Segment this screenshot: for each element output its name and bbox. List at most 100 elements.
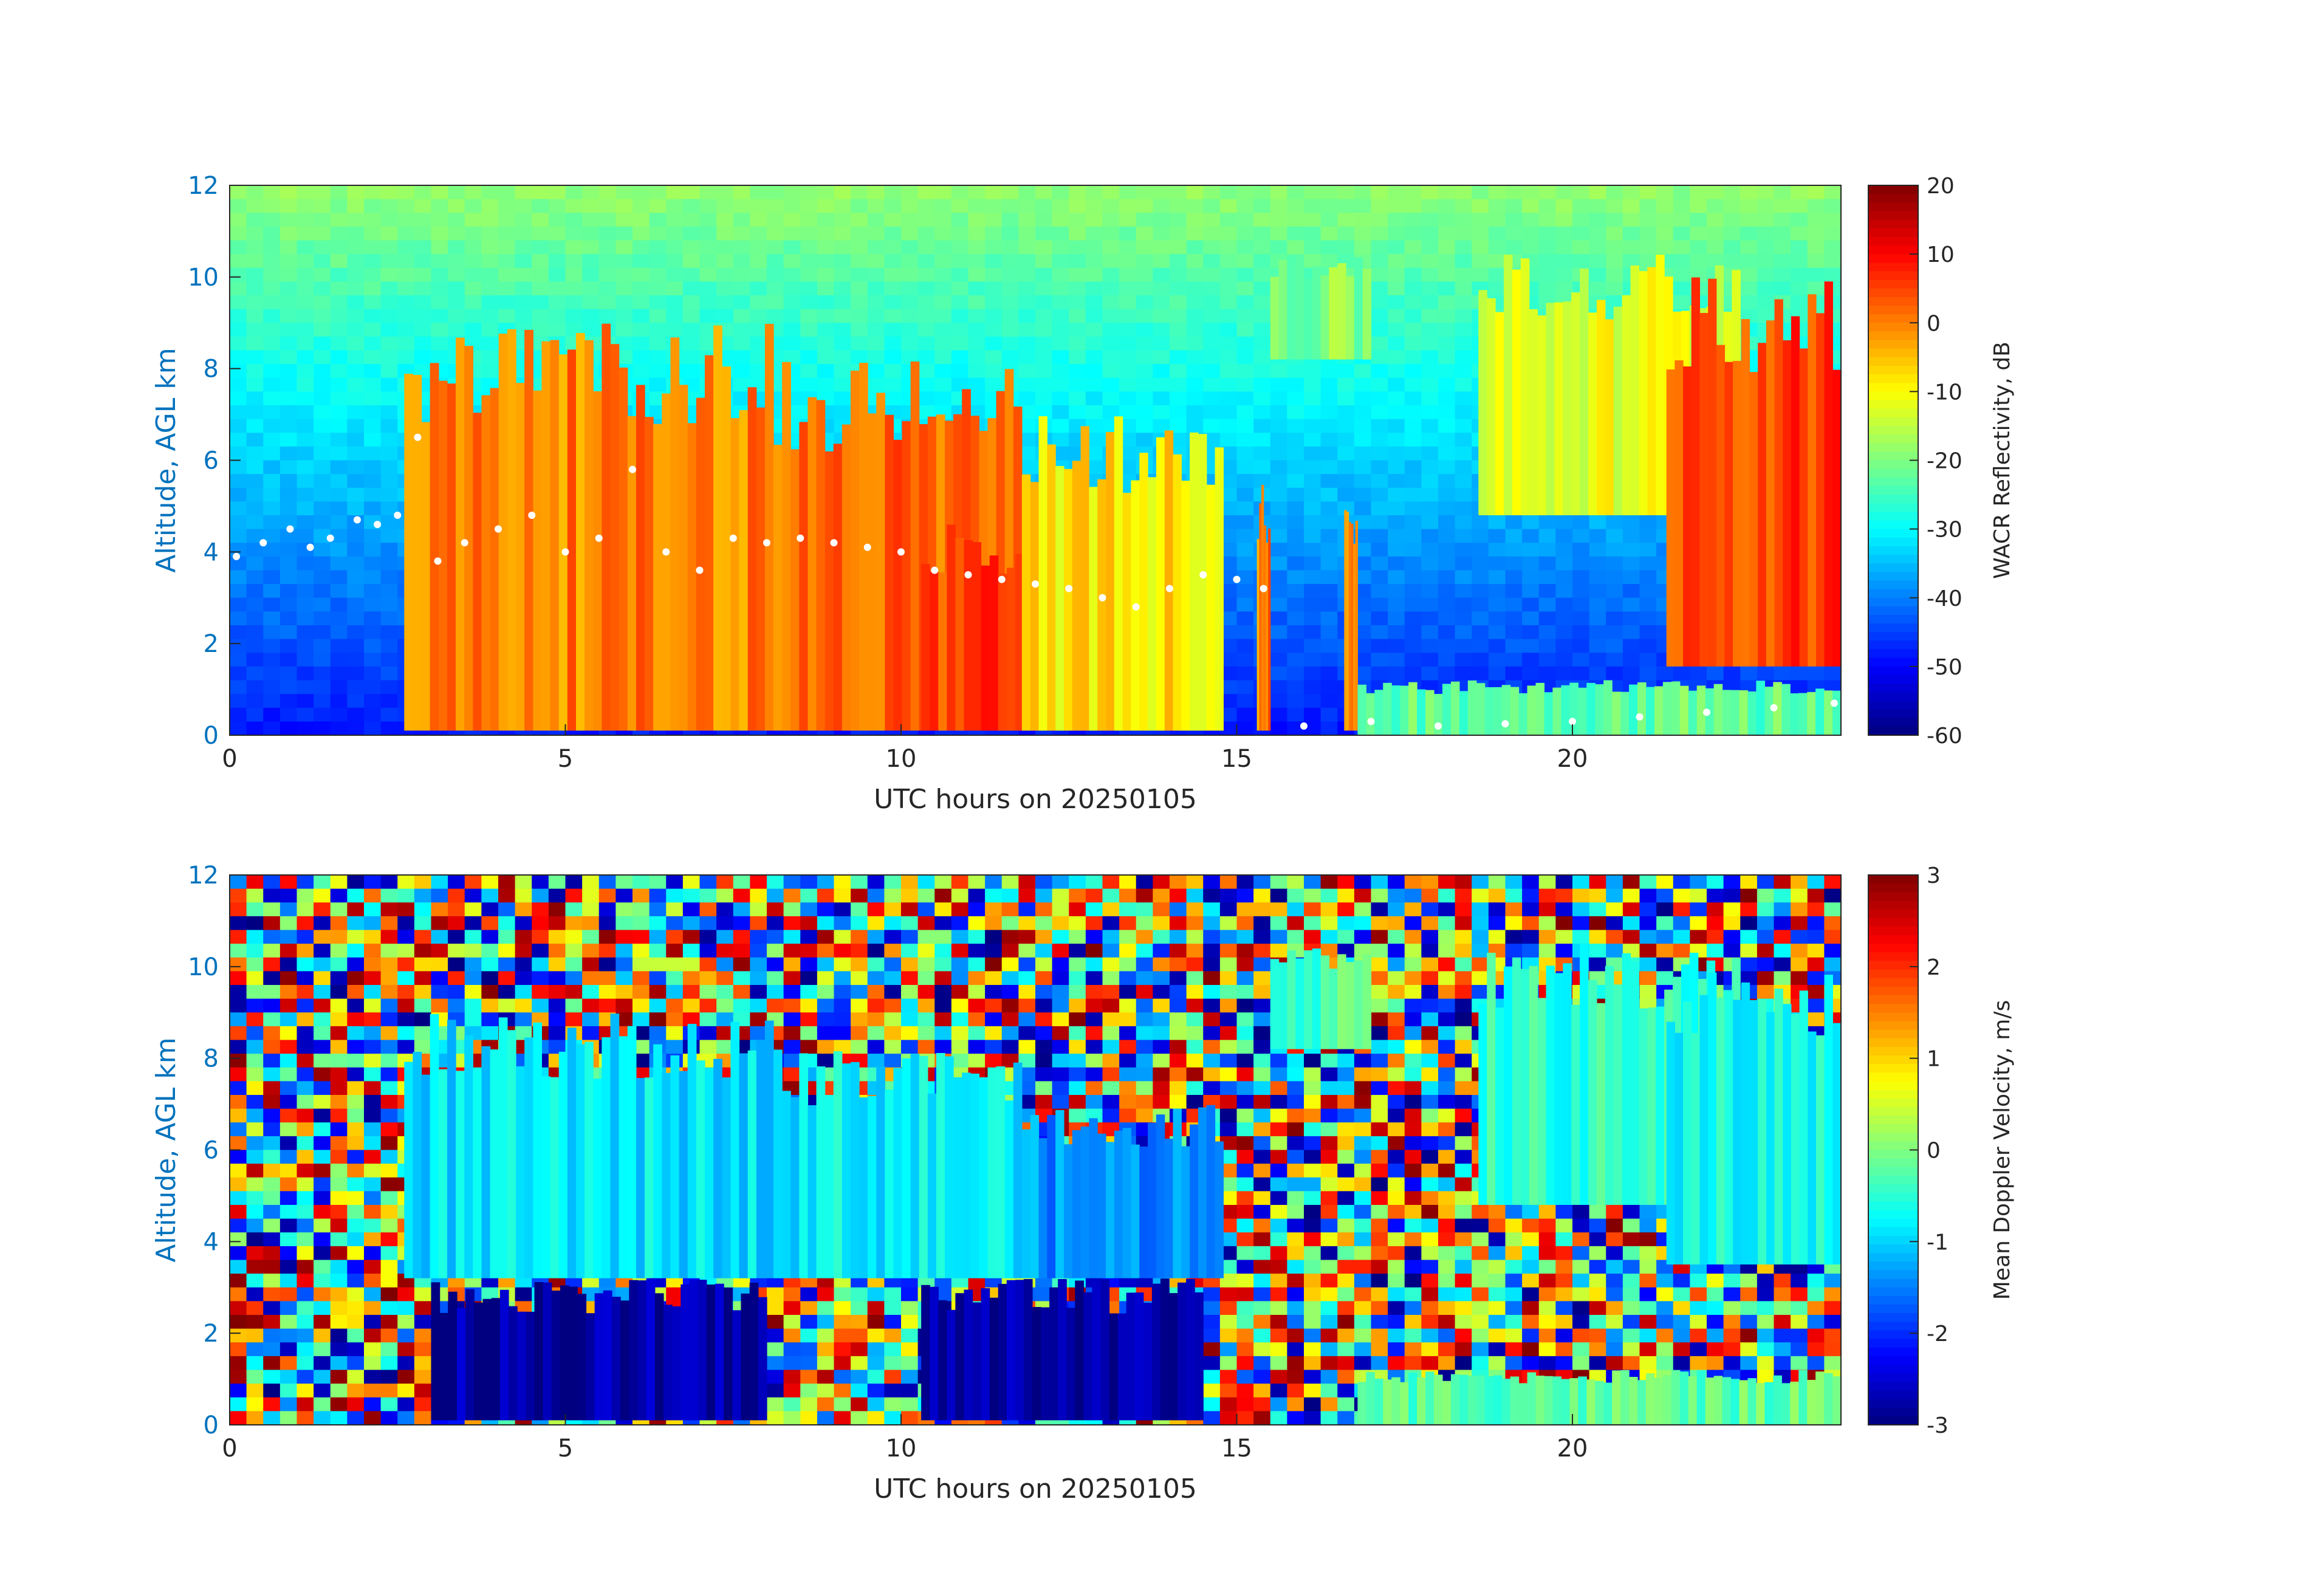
cloud-region-7	[1588, 312, 1597, 515]
heatmap-cell	[1455, 350, 1473, 365]
heatmap-cell	[296, 611, 314, 626]
heatmap-cell	[1388, 364, 1405, 379]
heatmap-cell	[598, 267, 617, 283]
heatmap-cell	[279, 281, 298, 296]
heatmap-cell	[1287, 460, 1304, 475]
heatmap-cell	[582, 240, 600, 255]
heatmap-cell	[279, 543, 298, 557]
heatmap-cell	[817, 309, 835, 324]
heatmap-cell	[767, 309, 784, 324]
heatmap-cell	[1219, 433, 1238, 447]
heatmap-cell	[1018, 240, 1036, 255]
heatmap-cell	[1472, 944, 1489, 958]
heatmap-cell	[1153, 281, 1170, 296]
heatmap-cell	[1236, 639, 1254, 654]
heatmap-cell	[1723, 240, 1741, 255]
heatmap-cell	[246, 875, 264, 890]
heatmap-cell	[1153, 377, 1170, 393]
heatmap-cell	[1656, 185, 1674, 200]
heatmap-cell	[1069, 336, 1086, 351]
heatmap-cell	[1555, 543, 1573, 557]
heatmap-cell	[347, 875, 365, 890]
heatmap-cell	[1622, 515, 1640, 530]
heatmap-cell	[1639, 556, 1657, 571]
heatmap-cell	[750, 309, 767, 324]
heatmap-cell	[1219, 446, 1238, 461]
heatmap-cell	[314, 666, 331, 681]
heatmap-cell	[330, 721, 348, 735]
heatmap-cell	[1673, 930, 1691, 944]
heatmap-cell	[1791, 944, 1808, 958]
heatmap-cell	[498, 281, 516, 296]
heatmap-cell	[1102, 199, 1120, 214]
heatmap-cell	[347, 680, 365, 695]
heatmap-cell	[279, 460, 298, 475]
heatmap-cell	[800, 916, 818, 931]
heatmap-cell	[1320, 694, 1339, 708]
cloud-region-8	[1691, 277, 1701, 667]
heatmap-cell	[649, 957, 667, 972]
heatmap-cell	[448, 944, 465, 958]
heatmap-cell	[1538, 944, 1557, 958]
heatmap-cell	[1153, 364, 1170, 379]
heatmap-cell	[347, 529, 365, 544]
heatmap-cell	[1455, 213, 1473, 227]
heatmap-cell	[1236, 446, 1254, 461]
heatmap-cell	[1186, 226, 1204, 241]
heatmap-cell	[548, 240, 566, 255]
heatmap-cell	[1404, 944, 1422, 958]
heatmap-cell	[1656, 875, 1674, 890]
colorbar-label: WACR Reflectivity, dB	[1990, 341, 2015, 579]
heatmap-cell	[1186, 391, 1204, 406]
heatmap-cell	[1320, 930, 1339, 944]
heatmap-cell	[548, 888, 566, 904]
heatmap-cell	[1757, 902, 1775, 917]
heatmap-cell	[1119, 267, 1137, 283]
heatmap-cell	[314, 323, 331, 337]
cloud-base-point	[353, 516, 361, 524]
heatmap-cell	[1320, 625, 1339, 640]
heatmap-cell	[1236, 611, 1254, 626]
heatmap-cell	[1270, 707, 1288, 722]
heatmap-cell	[1622, 875, 1640, 890]
heatmap-cell	[1572, 653, 1590, 667]
heatmap-cell	[330, 597, 348, 612]
heatmap-cell	[1488, 226, 1506, 241]
heatmap-cell	[1572, 611, 1590, 626]
cloud-region-9	[1730, 690, 1740, 735]
heatmap-cell	[750, 185, 767, 200]
heatmap-cell	[1001, 888, 1020, 904]
colorbar-segment	[1868, 684, 1918, 693]
heatmap-cell	[1555, 888, 1573, 904]
heatmap-cell	[1505, 199, 1523, 214]
heatmap-cell	[716, 902, 734, 917]
heatmap-cell	[279, 875, 298, 890]
heatmap-cell	[431, 267, 448, 283]
heatmap-cell	[1421, 460, 1439, 475]
heatmap-cell	[1455, 446, 1473, 461]
heatmap-cell	[1404, 501, 1422, 516]
heatmap-cell	[834, 336, 851, 351]
heatmap-cell	[1001, 323, 1020, 337]
heatmap-cell	[1673, 213, 1691, 227]
heatmap-cell	[1018, 930, 1036, 944]
heatmap-cell	[347, 226, 365, 241]
heatmap-cell	[314, 419, 331, 434]
cloud-region-8	[1783, 340, 1792, 667]
colorbar-segment	[1868, 400, 1918, 410]
heatmap-cell	[1203, 309, 1221, 324]
heatmap-cell	[296, 930, 314, 944]
heatmap-cell	[1455, 584, 1473, 599]
heatmap-cell	[1371, 888, 1388, 904]
heatmap-cell	[347, 405, 365, 420]
cloud-region-6	[1329, 267, 1338, 360]
heatmap-cell	[1522, 666, 1540, 681]
heatmap-cell	[1404, 584, 1422, 599]
heatmap-cell	[917, 213, 936, 227]
heatmap-cell	[632, 213, 650, 227]
heatmap-cell	[800, 281, 818, 296]
heatmap-cell	[851, 295, 868, 310]
heatmap-cell	[1740, 944, 1758, 958]
heatmap-cell	[582, 185, 600, 200]
heatmap-cell	[1136, 185, 1154, 200]
